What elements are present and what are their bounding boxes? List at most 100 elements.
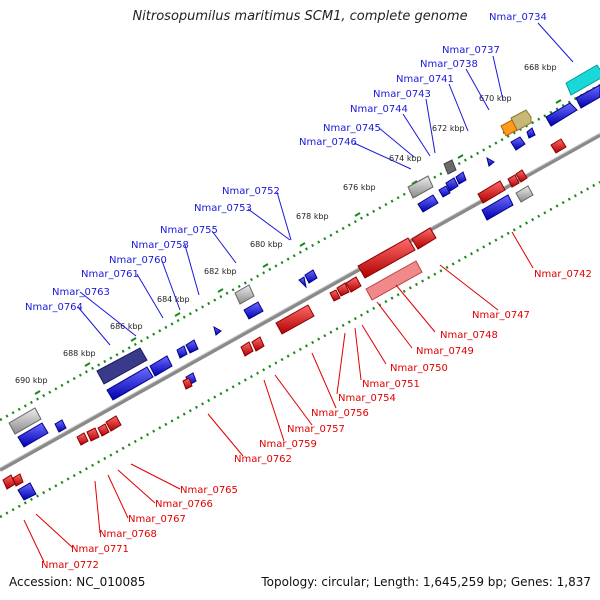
leader-line (336, 332, 346, 395)
gene-label-bottom: Nmar_0772 (41, 560, 99, 571)
gene-shape-forward (304, 269, 318, 284)
gene-label-top: Nmar_0741 (396, 74, 454, 85)
reverse-scale-track (0, 180, 600, 519)
gene-shape-forward (445, 177, 459, 192)
kbp-tick (84, 362, 91, 367)
leader-line (274, 374, 313, 426)
gene-label-bottom: Nmar_0750 (390, 363, 448, 374)
gene-shape-reverse (12, 473, 24, 487)
leader-line (376, 301, 413, 349)
kbp-tick (457, 154, 464, 159)
gene-shape-reverse (345, 276, 362, 293)
gene-label-bottom: Nmar_0767 (128, 514, 186, 525)
gene-shape-nmar-0734 (565, 64, 600, 96)
leader-line (263, 379, 285, 442)
kbp-tick (555, 99, 562, 104)
kbp-label: 672 kbp (432, 124, 465, 133)
leader-line (425, 98, 436, 154)
gene-label-bottom: Nmar_0749 (416, 346, 474, 357)
gene-label-top: Nmar_0752 (222, 186, 280, 197)
gene-label-top: Nmar_0760 (109, 255, 167, 266)
gene-shape-reverse (550, 138, 567, 154)
gene-shape-forward (106, 366, 154, 401)
gene-shape-forward (510, 136, 526, 151)
leader-line (361, 324, 387, 365)
gene-label-top: Nmar_0755 (160, 225, 218, 236)
kbp-label: 686 kbp (110, 322, 143, 331)
leader-line (77, 306, 111, 346)
gene-shape-nmar-0744 (443, 159, 457, 175)
gene-shape-forward (545, 102, 578, 127)
gene-shape-forward (213, 325, 222, 336)
gene-shape-reverse (251, 336, 265, 352)
gene-shape-forward (455, 171, 467, 185)
gene-shape-nmar-0742 (515, 185, 534, 203)
gene-shape-nmar-0758 (234, 284, 255, 305)
kbp-label: 680 kbp (250, 240, 283, 249)
leader-line (395, 284, 436, 333)
kbp-tick (174, 312, 181, 317)
leader-line (211, 230, 237, 264)
gene-label-bottom: Nmar_0762 (234, 454, 292, 465)
gene-shape-reverse (97, 423, 110, 437)
gene-label-top: Nmar_0746 (299, 137, 357, 148)
leader-line (247, 208, 291, 241)
leader-line (311, 352, 337, 409)
kbp-label: 690 kbp (15, 376, 48, 385)
gene-label-top: Nmar_0743 (373, 89, 431, 100)
gene-shape-forward (481, 194, 514, 221)
gene-label-bottom: Nmar_0759 (259, 439, 317, 450)
accession-text: Accession: NC_010085 (9, 575, 146, 589)
gene-shape-forward (298, 276, 307, 289)
gene-shape-reverse (507, 174, 520, 188)
gene-shape-forward (185, 339, 199, 354)
kbp-label: 682 kbp (204, 267, 237, 276)
gene-shape-forward (17, 422, 49, 448)
gene-label-top: Nmar_0734 (489, 12, 547, 23)
gene-label-top: Nmar_0744 (350, 104, 408, 115)
gene-shape-forward (526, 127, 536, 139)
gene-label-bottom: Nmar_0756 (311, 408, 369, 419)
leader-line (94, 480, 101, 534)
leader-line (130, 463, 181, 490)
gene-shape-grey (8, 407, 42, 435)
gene-label-bottom: Nmar_0748 (440, 330, 498, 341)
gene-shape-reverse (76, 432, 89, 446)
gene-label-bottom: Nmar_0747 (472, 310, 530, 321)
kbp-tick (299, 242, 306, 247)
gene-label-top: Nmar_0764 (25, 302, 83, 313)
leader-line (276, 191, 292, 241)
leader-line (492, 55, 504, 101)
gene-label-top: Nmar_0763 (52, 287, 110, 298)
gene-label-top: Nmar_0737 (442, 45, 500, 56)
leader-line (117, 469, 156, 504)
leader-line (511, 231, 534, 269)
forward-scale-track (0, 83, 600, 422)
kbp-label: 684 kbp (157, 295, 190, 304)
leader-line (353, 142, 412, 170)
gene-label-bottom: Nmar_0757 (287, 424, 345, 435)
gene-shape-forward (486, 156, 495, 167)
gene-label-top: Nmar_0738 (420, 59, 478, 70)
gene-shape-reverse (275, 304, 315, 335)
kbp-label: 670 kbp (479, 94, 512, 103)
gene-label-bottom: Nmar_0768 (99, 529, 157, 540)
gene-label-bottom: Nmar_0742 (534, 269, 592, 280)
leader-line (465, 68, 490, 111)
leader-line (439, 264, 499, 311)
kbp-tick (34, 390, 41, 395)
gene-label-bottom: Nmar_0766 (155, 499, 213, 510)
gene-label-top: Nmar_0761 (81, 269, 139, 280)
gene-label-bottom: Nmar_0765 (180, 485, 238, 496)
gene-shape-reverse (411, 227, 437, 250)
leader-line (448, 83, 469, 132)
leader-line (136, 273, 164, 319)
gene-shape-forward (575, 84, 600, 109)
gene-shape-nmar-0738 (500, 119, 518, 137)
kbp-tick (354, 212, 361, 217)
gene-shape-reverse (105, 415, 122, 432)
leader-line (23, 519, 45, 563)
gene-shape-nmar-0748 (357, 237, 416, 279)
reverse-leader-lines (23, 231, 534, 563)
